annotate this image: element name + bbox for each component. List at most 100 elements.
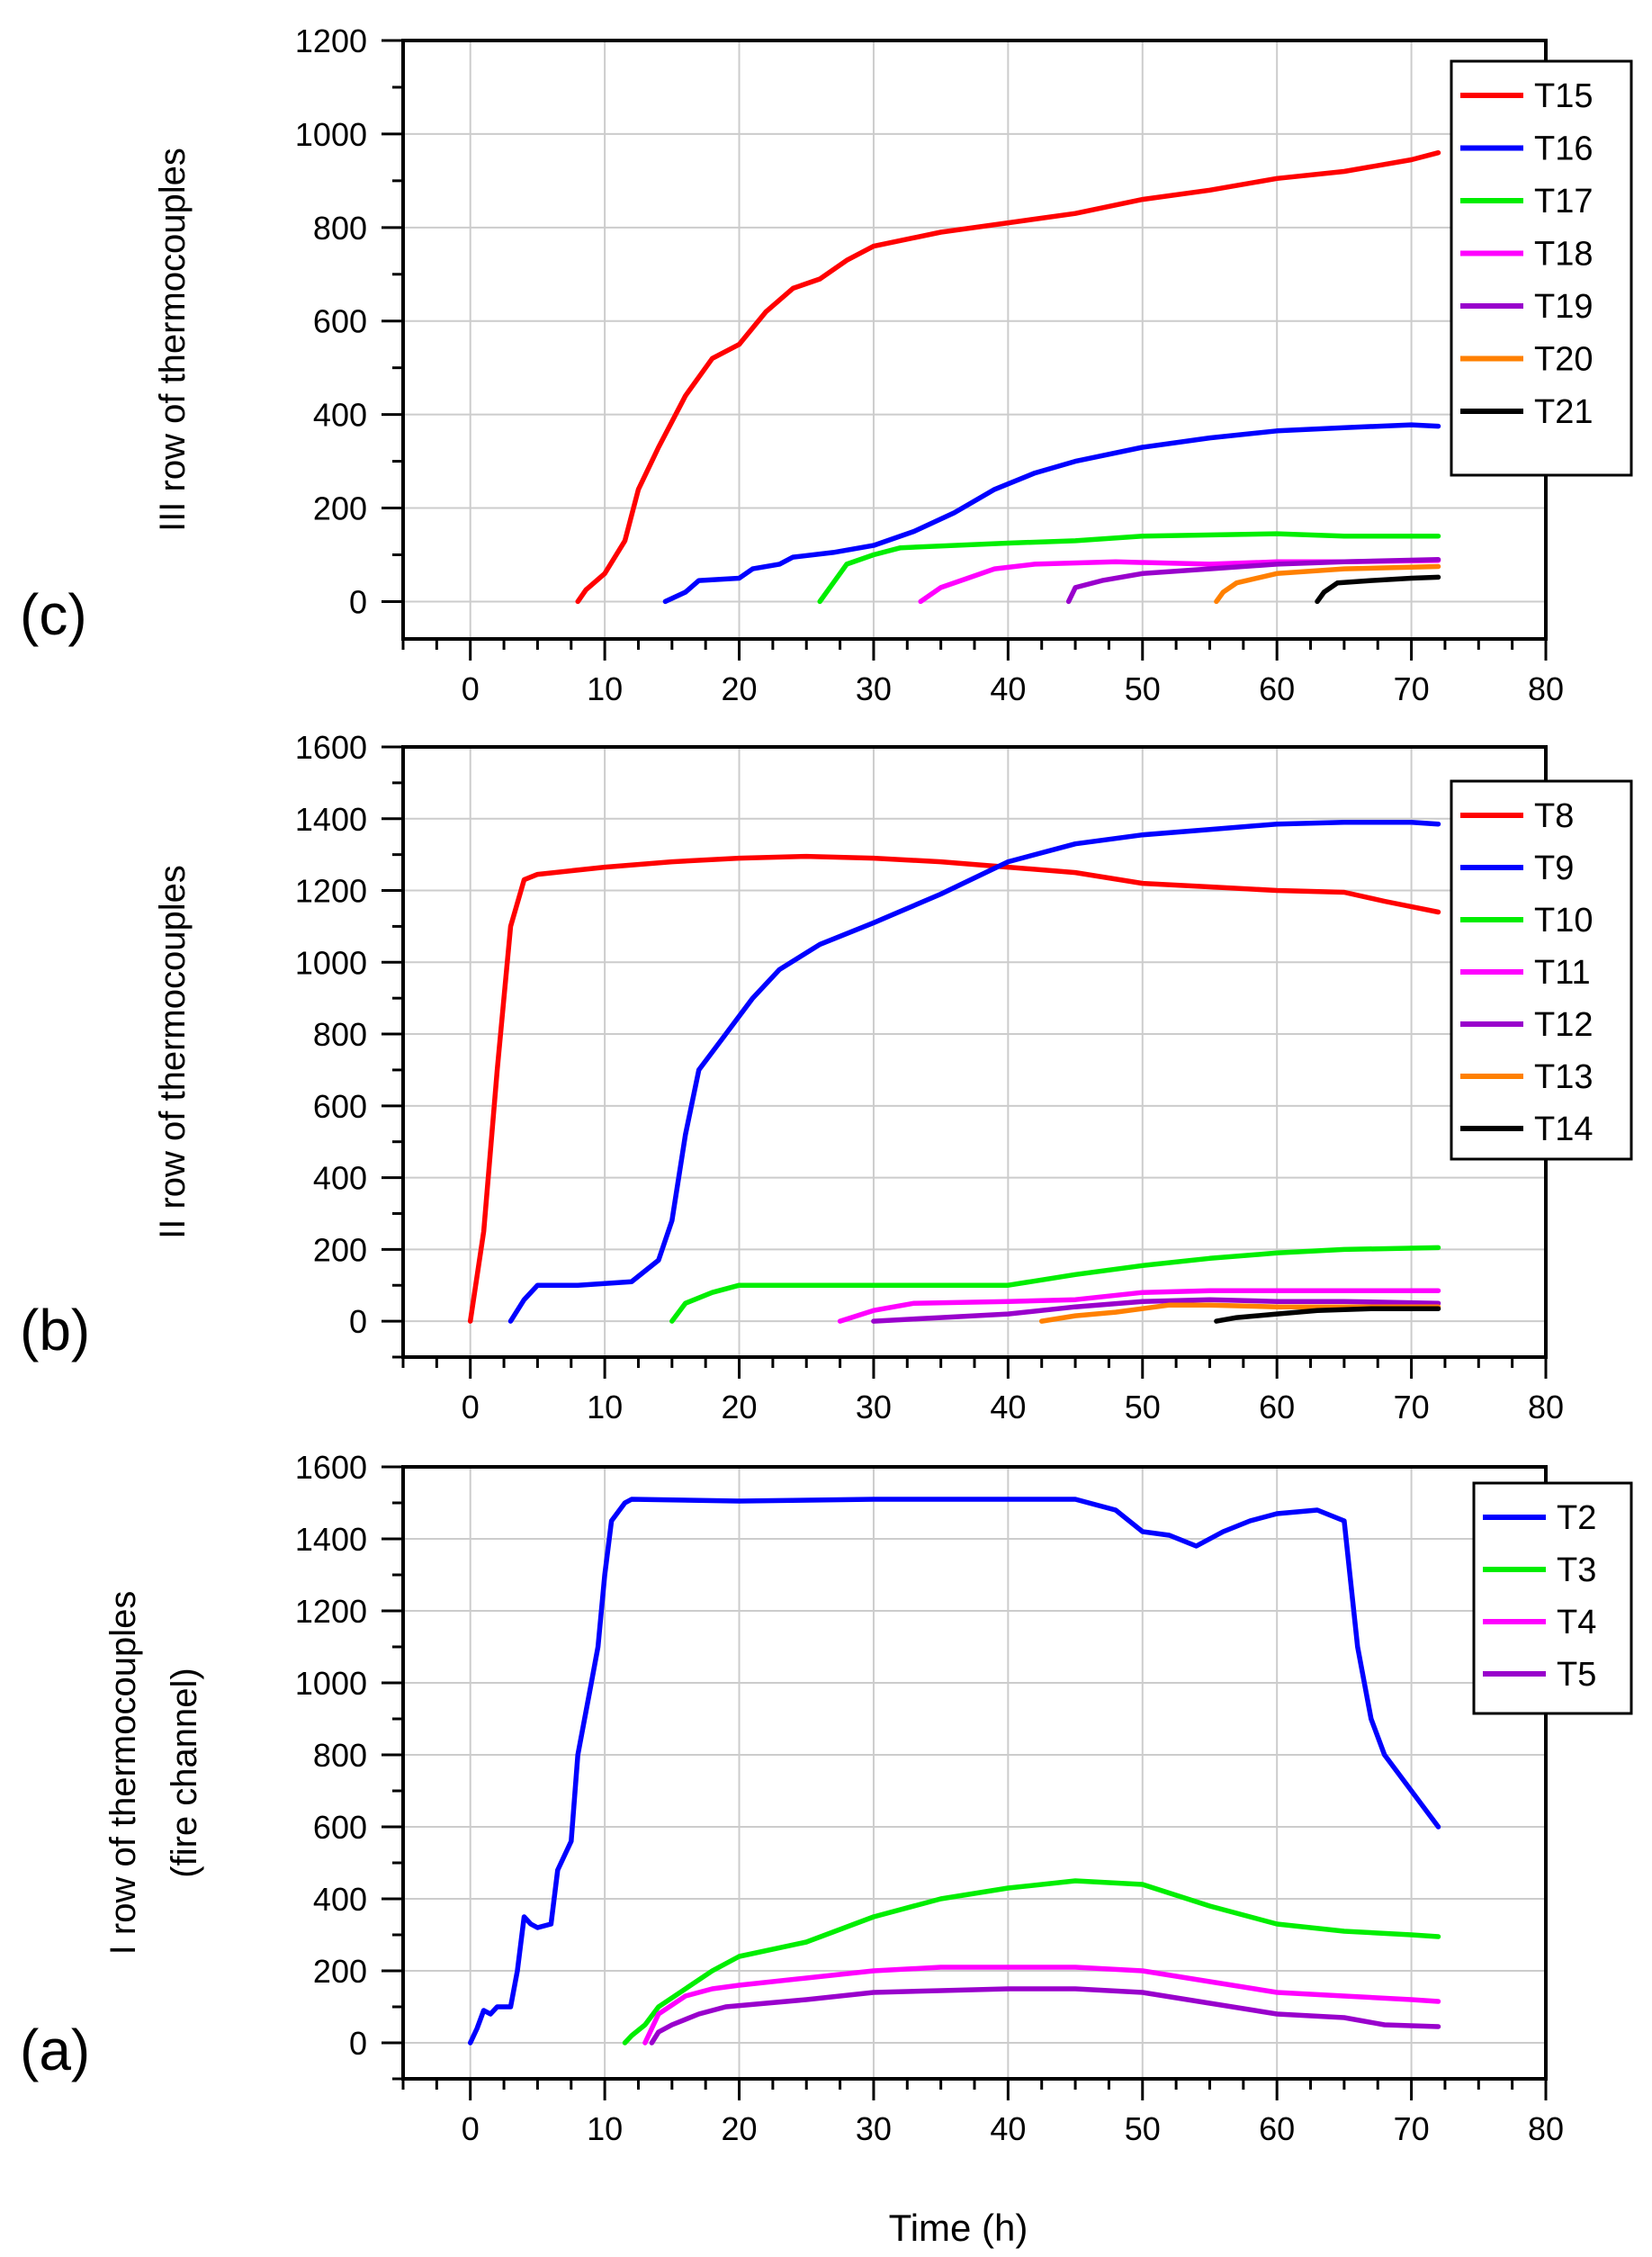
y-tick-label: 1000 [295, 116, 367, 153]
chart-panel-b: 0 10 20 30 40 50 60 70 8002004006008001000120014… [20, 729, 1633, 1425]
series-line-t17 [817, 531, 1441, 605]
plot-frame [401, 745, 1548, 1359]
legend-entry-t20: T20 [1534, 341, 1593, 379]
x-tick-label: 70 [1394, 1389, 1430, 1425]
y-tick-label: 800 [313, 1016, 367, 1053]
y-axis-label-line: (fire channel) [165, 1668, 204, 1877]
x-tick-label: 0 [462, 1389, 480, 1425]
legend-entry-t4: T4 [1557, 1604, 1596, 1641]
legend-entry-t18: T18 [1534, 236, 1593, 274]
y-tick-label: 0 [349, 2025, 367, 2062]
x-axis-title: Time (h) [889, 2207, 1028, 2249]
x-tick-label: 80 [1528, 1389, 1564, 1425]
panel-label: (a) [20, 2018, 90, 2082]
legend-entry-t14: T14 [1534, 1111, 1593, 1148]
x-tick-label: 60 [1259, 670, 1295, 707]
panel-label: (b) [20, 1298, 90, 1362]
legend-entry-t17: T17 [1534, 183, 1593, 220]
x-tick-label: 30 [856, 670, 892, 707]
x-tick-label: 0 [462, 2110, 480, 2147]
series-line-t21 [1315, 574, 1441, 605]
legend: T2 T3 T4 T5 [1472, 1481, 1633, 1715]
y-axis-label: III row of thermocouples [153, 148, 193, 532]
legend-entry-t9: T9 [1534, 850, 1574, 887]
y-tick-label: 800 [313, 1737, 367, 1774]
legend: T15 T16 T17 T18 T19 T20 T21 [1450, 59, 1633, 477]
y-tick-label: 200 [313, 1953, 367, 1990]
x-tick-label: 40 [990, 2110, 1026, 2147]
series-line-t19 [1065, 556, 1441, 605]
legend-entry-t16: T16 [1534, 130, 1593, 168]
y-tick-label: 0 [349, 583, 367, 620]
y-tick-label: 1000 [295, 944, 367, 981]
x-tick-label: 10 [587, 2110, 623, 2147]
x-tick-label: 30 [856, 1389, 892, 1425]
series-line-t16 [662, 422, 1441, 605]
y-tick-label: 800 [313, 210, 367, 247]
legend-entry-t8: T8 [1534, 797, 1574, 835]
series-line-t4 [642, 1965, 1441, 2046]
chart-panel-c: 0 10 20 30 40 50 60 70 80020040060080010001200II… [20, 22, 1633, 707]
series-line-t15 [575, 149, 1441, 605]
y-tick-label: 1600 [295, 729, 367, 766]
legend-entry-t12: T12 [1534, 1006, 1593, 1044]
y-tick-label: 600 [313, 1809, 367, 1846]
x-tick-label: 10 [587, 670, 623, 707]
y-tick-label: 400 [313, 1881, 367, 1918]
x-tick-label: 20 [722, 670, 758, 707]
legend-entry-t5: T5 [1557, 1656, 1596, 1694]
series-line-t14 [1214, 1306, 1441, 1324]
legend-entry-t11: T11 [1534, 954, 1591, 992]
y-axis-label-line: I row of thermocouples [103, 1591, 143, 1956]
x-tick-label: 40 [990, 670, 1026, 707]
y-tick-label: 1600 [295, 1449, 367, 1486]
x-tick-label: 50 [1125, 1389, 1161, 1425]
y-axis-label: II row of thermocouples [153, 865, 193, 1239]
y-tick-label: 1200 [295, 1593, 367, 1630]
panels-group: 0 10 20 30 40 50 60 70 80020040060080010001200II… [20, 22, 1633, 2147]
x-tick-label: 10 [587, 1389, 623, 1425]
x-tick-label: 60 [1259, 1389, 1295, 1425]
legend-entry-t19: T19 [1534, 288, 1593, 326]
legend: T8 T9 T10 T11 T12 T13 T14 [1450, 779, 1633, 1161]
x-tick-label: 20 [722, 2110, 758, 2147]
x-tick-label: 80 [1528, 2110, 1564, 2147]
y-tick-label: 1400 [295, 801, 367, 838]
y-tick-label: 1000 [295, 1665, 367, 1702]
series-line-t10 [669, 1245, 1441, 1324]
y-tick-label: 1200 [295, 873, 367, 910]
x-tick-label: 60 [1259, 2110, 1295, 2147]
x-tick-label: 70 [1394, 2110, 1430, 2147]
series-line-t9 [507, 820, 1441, 1324]
x-tick-label: 50 [1125, 2110, 1161, 2147]
series-line-t20 [1214, 563, 1441, 605]
y-tick-label: 600 [313, 303, 367, 340]
series-line-t3 [622, 1878, 1441, 2046]
y-tick-label: 200 [313, 490, 367, 527]
legend-entry-t21: T21 [1534, 393, 1593, 431]
x-tick-label: 20 [722, 1389, 758, 1425]
x-tick-label: 40 [990, 1389, 1026, 1425]
x-tick-label: 50 [1125, 670, 1161, 707]
series-line-t5 [649, 1986, 1441, 2046]
legend-entry-t13: T13 [1534, 1058, 1593, 1096]
legend-entry-t10: T10 [1534, 902, 1593, 940]
x-tick-label: 80 [1528, 670, 1564, 707]
legend-entry-t2: T2 [1557, 1499, 1596, 1537]
y-tick-label: 1400 [295, 1521, 367, 1558]
y-tick-label: 600 [313, 1088, 367, 1125]
legend-entry-t3: T3 [1557, 1551, 1596, 1589]
y-tick-label: 200 [313, 1231, 367, 1268]
x-tick-label: 30 [856, 2110, 892, 2147]
series-line-t2 [467, 1497, 1441, 2046]
series-line-t13 [1038, 1302, 1441, 1324]
plot-frame [401, 39, 1548, 641]
x-tick-label: 0 [462, 670, 480, 707]
series-line-t8 [467, 853, 1441, 1324]
y-tick-label: 400 [313, 1160, 367, 1197]
x-tick-label: 70 [1394, 670, 1430, 707]
legend-entry-t15: T15 [1534, 77, 1593, 115]
y-tick-label: 400 [313, 397, 367, 434]
panel-label: (c) [20, 582, 87, 647]
